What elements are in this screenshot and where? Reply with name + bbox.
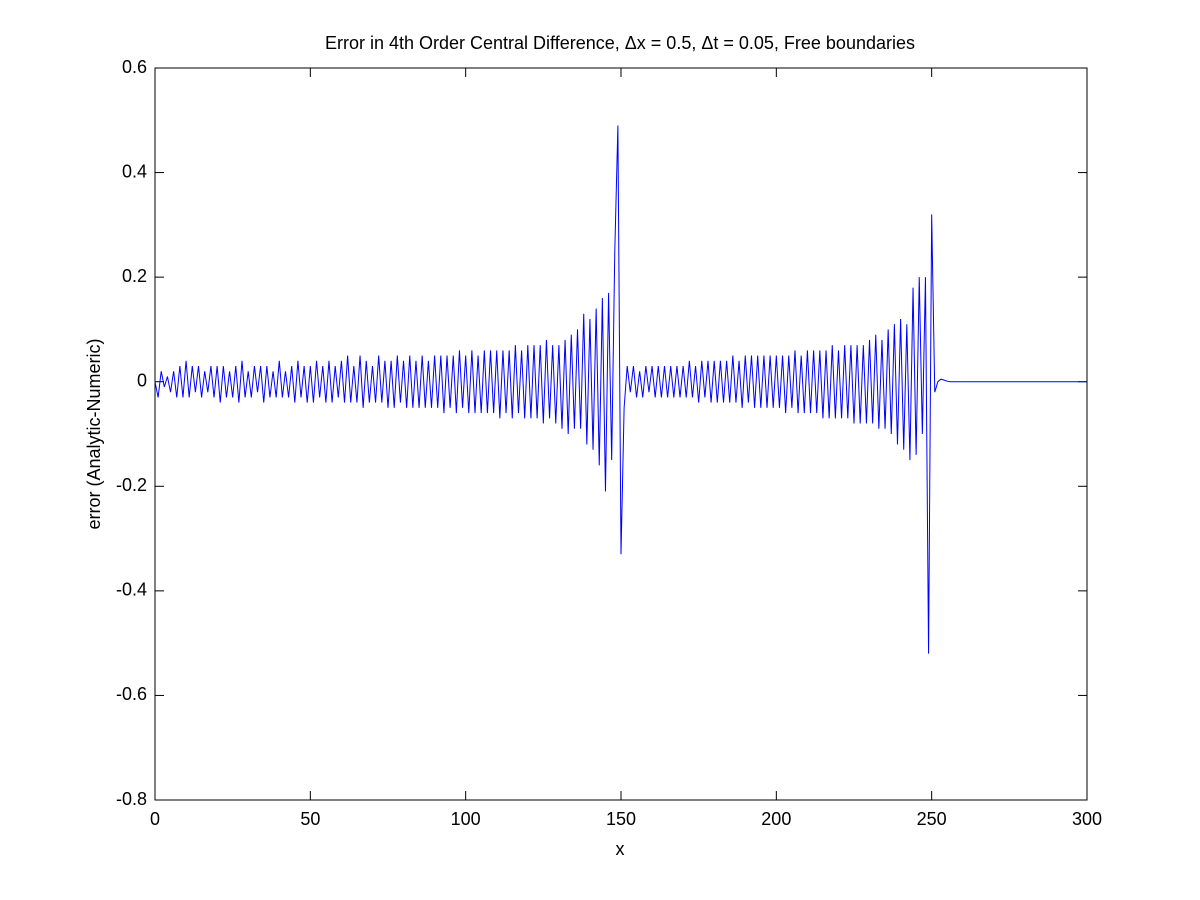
y-tick-label: -0.8	[116, 789, 147, 809]
y-tick-label: 0	[137, 370, 147, 390]
x-tick-label: 150	[606, 809, 636, 829]
x-tick-label: 200	[761, 809, 791, 829]
x-axis-label: x	[616, 839, 625, 859]
x-tick-label: 250	[917, 809, 947, 829]
y-tick-label: -0.6	[116, 684, 147, 704]
y-tick-label: -0.2	[116, 475, 147, 495]
y-axis-label: error (Analytic-Numeric)	[84, 338, 104, 529]
x-tick-label: 300	[1072, 809, 1102, 829]
x-tick-label: 100	[451, 809, 481, 829]
chart-title: Error in 4th Order Central Difference, Δ…	[325, 33, 915, 53]
data-line	[154, 125, 1087, 654]
x-tick-label: 50	[300, 809, 320, 829]
y-tick-label: -0.4	[116, 580, 147, 600]
y-tick-label: 0.4	[122, 161, 147, 181]
y-tick-label: 0.6	[122, 57, 147, 77]
x-tick-label: 0	[150, 809, 160, 829]
plot-frame	[154, 67, 1088, 801]
y-tick-label: 0.2	[122, 266, 147, 286]
